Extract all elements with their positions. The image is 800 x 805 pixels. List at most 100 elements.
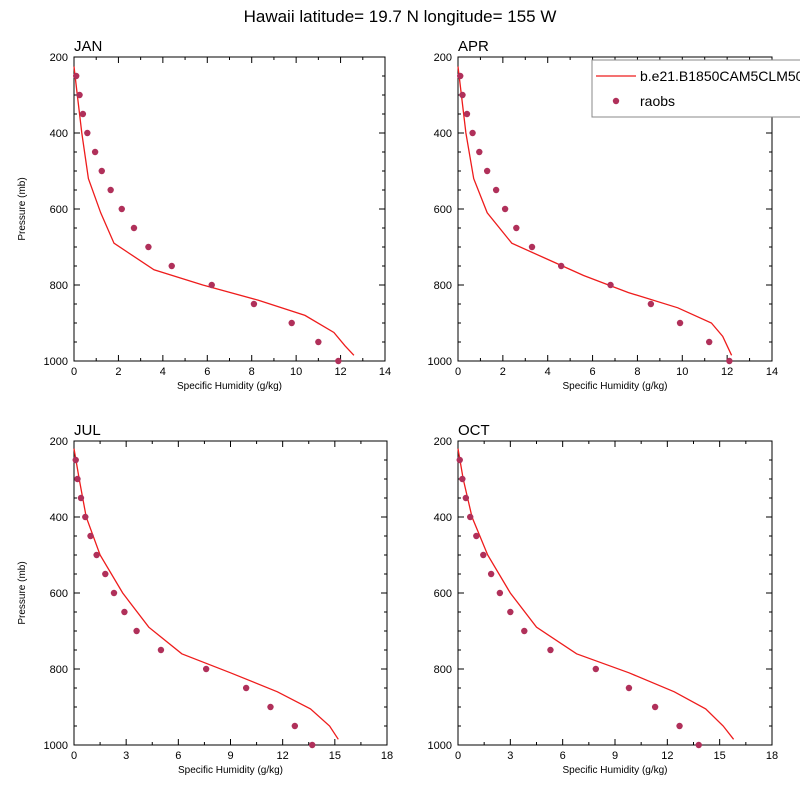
x-tick-label: 3 [123, 750, 129, 762]
raobs-point [102, 570, 109, 578]
raobs-point [695, 741, 702, 749]
x-tick-label: 14 [379, 366, 391, 378]
y-tick-label: 400 [50, 128, 68, 140]
x-tick-label: 9 [612, 750, 618, 762]
raobs-point [87, 532, 94, 540]
raobs-point [473, 532, 480, 540]
x-axis-label: Specific Humidity (g/kg) [178, 765, 283, 776]
raobs-point [267, 703, 274, 711]
x-tick-label: 2 [500, 366, 506, 378]
x-tick-label: 15 [714, 750, 726, 762]
y-tick-label: 600 [434, 588, 452, 600]
raobs-point [76, 91, 83, 99]
x-tick-label: 8 [634, 366, 640, 378]
raobs-point [107, 186, 114, 194]
raobs-point [456, 456, 463, 464]
panel-title: JUL [74, 422, 101, 439]
raobs-point [462, 494, 470, 502]
raobs-point [110, 589, 118, 597]
legend-raobs-marker [612, 97, 620, 105]
raobs-point [557, 262, 565, 270]
y-tick-label: 200 [50, 436, 68, 448]
raobs-point [676, 722, 683, 730]
x-tick-label: 4 [160, 366, 166, 378]
y-tick-label: 1000 [428, 740, 452, 752]
panel-title: OCT [458, 422, 490, 439]
panel-apr: 0 2 4 6 8 10 12 14 200 400 600 800 1000 APR Specific H… [428, 38, 779, 392]
raobs-point [133, 627, 140, 635]
raobs-point [157, 646, 165, 654]
model-series-line [73, 66, 355, 356]
raobs-point [93, 551, 100, 559]
x-tick-label: 0 [71, 750, 77, 762]
raobs-point [507, 608, 514, 616]
raobs-point [84, 129, 91, 137]
x-tick-label: 12 [277, 750, 289, 762]
y-tick-label: 200 [434, 436, 452, 448]
raobs-point [79, 110, 87, 118]
y-tick-label: 1000 [428, 356, 452, 368]
y-tick-label: 800 [50, 280, 68, 292]
raobs-point [202, 665, 210, 673]
raobs-point [145, 243, 152, 251]
x-tick-label: 6 [175, 750, 181, 762]
plot-frame [457, 440, 773, 746]
y-tick-label: 200 [50, 52, 68, 64]
raobs-point [457, 72, 464, 80]
x-tick-label: 0 [71, 366, 77, 378]
x-axis-label: Specific Humidity (g/kg) [562, 381, 667, 392]
x-tick-label: 0 [455, 750, 461, 762]
y-tick-label: 200 [434, 52, 452, 64]
y-tick-label: 600 [50, 204, 68, 216]
raobs-point [467, 513, 474, 521]
raobs-point [501, 205, 509, 213]
raobs-point [592, 665, 600, 673]
raobs-point [463, 110, 471, 118]
model-series-line [457, 66, 733, 356]
x-tick-label: 6 [590, 366, 596, 378]
panel-title: APR [458, 38, 489, 55]
raobs-point [74, 475, 81, 483]
y-tick-label: 800 [50, 664, 68, 676]
x-axis-label: Specific Humidity (g/kg) [177, 381, 282, 392]
legend-box [591, 59, 800, 118]
x-tick-label: 9 [227, 750, 233, 762]
x-tick-label: 2 [115, 366, 121, 378]
y-axis-label: Pressure (mb) [17, 177, 28, 240]
x-tick-label: 12 [334, 366, 346, 378]
raobs-point [492, 186, 500, 194]
raobs-point [476, 148, 483, 156]
x-tick-label: 15 [329, 750, 341, 762]
raobs-point [168, 262, 175, 270]
raobs-point [726, 357, 733, 365]
y-axis-label: Pressure (mb) [17, 561, 28, 624]
x-tick-label: 3 [507, 750, 513, 762]
raobs-point [547, 646, 554, 654]
panel-jan: 0 2 4 6 8 10 12 14 200 400 600 800 1000 JAN Specific H… [17, 38, 391, 392]
x-axis-label: Specific Humidity (g/kg) [562, 765, 667, 776]
x-tick-label: 10 [290, 366, 302, 378]
y-tick-label: 400 [434, 128, 452, 140]
y-tick-label: 600 [434, 204, 452, 216]
x-tick-label: 12 [661, 750, 673, 762]
raobs-point [315, 338, 322, 346]
y-tick-label: 1000 [44, 356, 68, 368]
raobs-point [82, 513, 89, 521]
raobs-point [73, 72, 80, 80]
y-tick-label: 400 [50, 512, 68, 524]
raobs-point [121, 608, 128, 616]
main-title: Hawaii latitude= 19.7 N longitude= 155 W [244, 7, 557, 26]
x-tick-label: 14 [766, 366, 778, 378]
x-tick-label: 4 [545, 366, 551, 378]
raobs-point [521, 627, 528, 635]
x-tick-label: 18 [381, 750, 393, 762]
legend-raobs-label: raobs [640, 93, 675, 109]
x-tick-label: 0 [455, 366, 461, 378]
raobs-point [483, 167, 491, 175]
raobs-point [607, 281, 614, 289]
y-tick-label: 800 [434, 664, 452, 676]
raobs-point [651, 703, 659, 711]
model-series-line [73, 448, 339, 740]
raobs-point [496, 589, 504, 597]
